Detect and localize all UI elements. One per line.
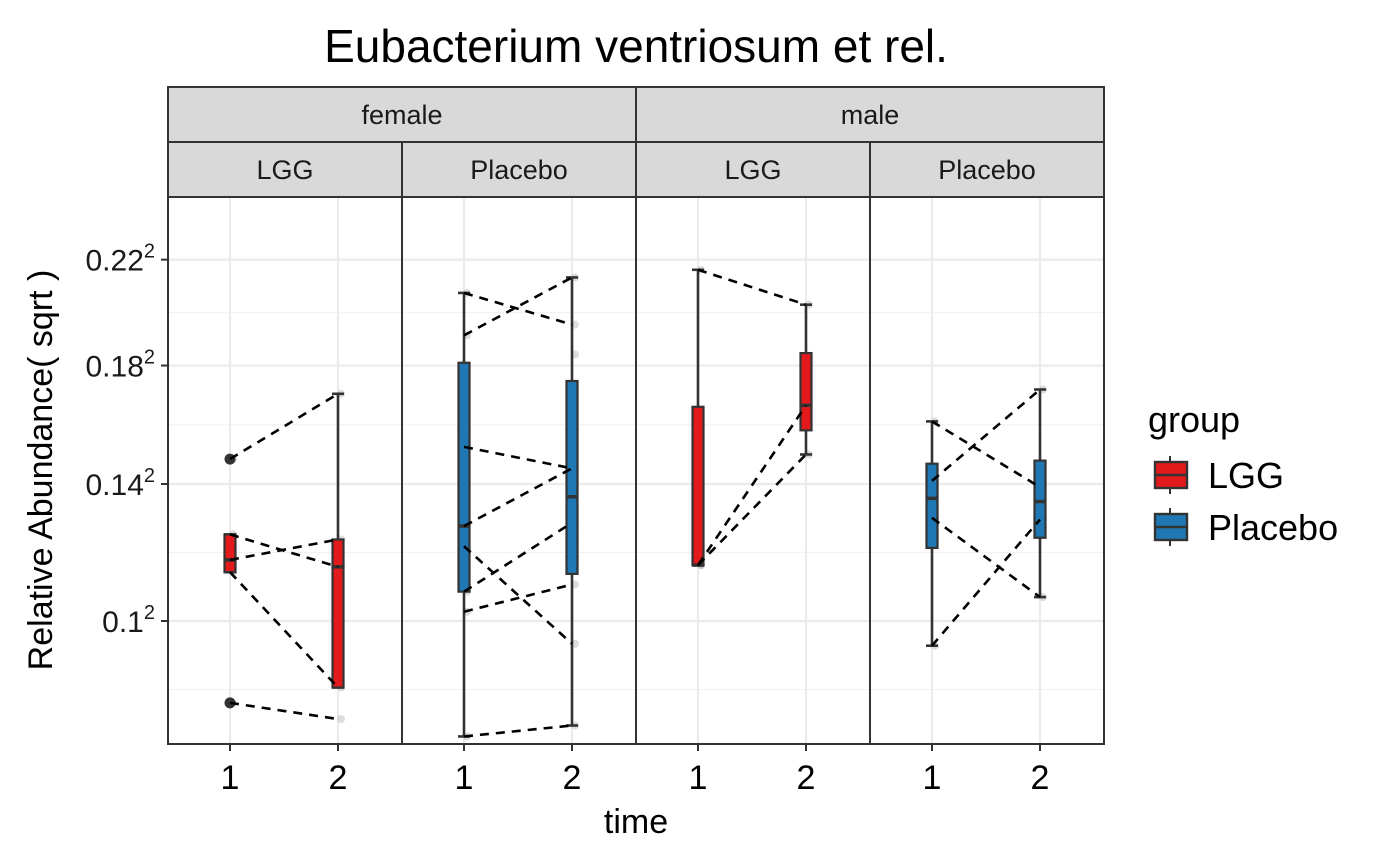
paired-line xyxy=(463,291,573,326)
paired-line xyxy=(931,420,1041,489)
box-2 xyxy=(799,351,813,432)
panel-female-LGG: LGG 1 2 xyxy=(167,141,403,797)
box-1 xyxy=(223,533,237,574)
box-2 xyxy=(331,538,345,689)
paired-line xyxy=(931,516,1041,599)
paired-line xyxy=(463,467,573,528)
chart-title: Eubacterium ventriosum et rel. xyxy=(324,20,948,72)
x-tick-label: 1 xyxy=(923,759,942,797)
y-axis-label: Relative Abundance( sqrt ) xyxy=(22,270,60,671)
y-tick-label: 0.142 xyxy=(85,465,155,502)
box-1 xyxy=(691,405,705,567)
group-strip xyxy=(401,141,637,198)
panel-male-LGG: LGG 1 2 xyxy=(635,141,871,797)
legend-key-Placebo xyxy=(1153,508,1189,546)
facet-label-female: female xyxy=(361,100,442,130)
paired-line xyxy=(463,276,573,337)
x-tick-label: 2 xyxy=(563,759,582,797)
x-tick-label: 2 xyxy=(329,759,348,797)
panel-background xyxy=(870,197,1104,744)
facet-strip-male xyxy=(635,86,1105,143)
group-strip-label: Placebo xyxy=(470,155,568,185)
paired-line xyxy=(931,388,1041,482)
panels-layer: female male LGG 1 2 Placebo 1 2 LGG 1 2 Placebo 1 2 xyxy=(167,86,1105,797)
legend-label-LGG: LGG xyxy=(1208,455,1284,496)
facet-strip-female xyxy=(167,86,637,143)
y-tick-label: 0.222 xyxy=(85,241,155,278)
box-2 xyxy=(1033,459,1047,539)
group-strip-label: Placebo xyxy=(938,155,1036,185)
paired-line xyxy=(463,583,573,613)
data-point xyxy=(337,715,345,724)
y-tick-label: 0.12 xyxy=(102,602,155,639)
paired-line xyxy=(697,453,807,567)
panel-border xyxy=(869,196,1105,745)
panel-background xyxy=(168,197,402,744)
group-strip-label: LGG xyxy=(256,155,313,185)
paired-line xyxy=(463,724,573,738)
x-tick-label: 2 xyxy=(1031,759,1050,797)
paired-line xyxy=(229,538,339,562)
box-1 xyxy=(925,462,939,550)
x-tick-label: 1 xyxy=(221,759,240,797)
y-tick-label: 0.182 xyxy=(85,347,155,384)
paired-line xyxy=(696,404,808,566)
legend: group LGG Placebo xyxy=(1148,399,1338,548)
facet-label-male: male xyxy=(841,100,900,130)
panel-background xyxy=(402,197,636,744)
paired-line xyxy=(463,545,573,645)
panel-male-Placebo: Placebo 1 2 xyxy=(869,141,1105,797)
legend-title: group xyxy=(1148,399,1240,440)
panel-female-Placebo: Placebo 1 2 xyxy=(401,141,637,797)
x-tick-label: 2 xyxy=(797,759,816,797)
paired-line xyxy=(463,521,573,593)
y-axis: 0.12 0.142 0.182 0.222 xyxy=(85,241,168,639)
paired-line xyxy=(229,392,339,461)
x-axis-label: time xyxy=(604,803,668,841)
x-tick-label: 1 xyxy=(689,759,708,797)
paired-line xyxy=(463,445,573,470)
paired-line xyxy=(931,518,1041,647)
x-tick-label: 1 xyxy=(455,759,474,797)
box-1 xyxy=(457,361,471,593)
paired-line xyxy=(697,268,807,306)
group-strip-label: LGG xyxy=(724,155,781,185)
legend-key-LGG xyxy=(1153,456,1189,494)
panel-background xyxy=(636,197,870,744)
paired-line xyxy=(229,701,339,721)
legend-label-Placebo: Placebo xyxy=(1208,507,1338,548)
paired-line xyxy=(229,571,339,689)
box-2 xyxy=(565,379,579,575)
